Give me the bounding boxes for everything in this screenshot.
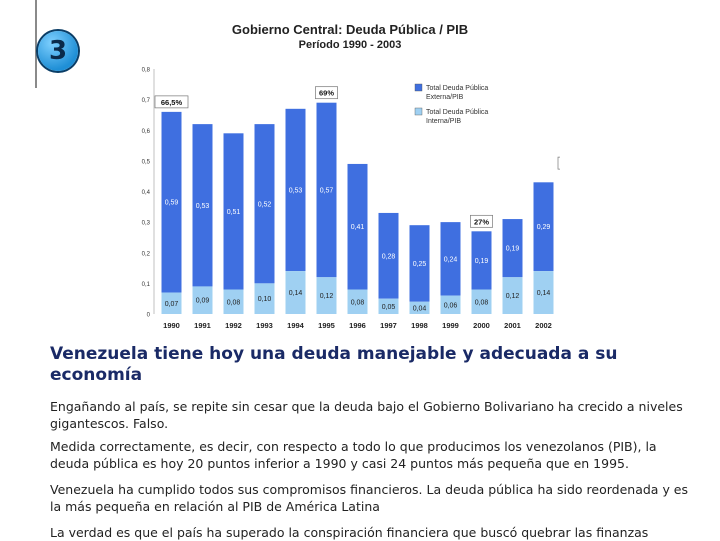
x-tick-label: 2000 [473, 321, 490, 330]
bar-internal [502, 277, 523, 314]
bar-internal [533, 271, 554, 314]
bar-internal [285, 271, 306, 314]
callout-box [154, 95, 189, 109]
bar-external [316, 102, 337, 278]
bar-label-external: 0,25 [413, 261, 427, 268]
bar-label-external: 0,59 [165, 200, 179, 207]
bar-internal [223, 289, 244, 314]
bar-label-external: 0,19 [475, 258, 489, 265]
bar-label-internal: 0,12 [320, 293, 334, 300]
y-tick-label: 0,6 [142, 129, 151, 135]
bar-external [440, 222, 461, 296]
bar-external [192, 124, 213, 287]
bar-label-external: 0,51 [227, 209, 241, 216]
y-tick-label: 0 [147, 313, 151, 319]
debt-chart: 0 0,1 0,2 0,3 0,4 0,5 0,6 0,7 0,8 0,07 0,59 1990 0,0… [142, 68, 560, 330]
callout-box [557, 156, 560, 170]
paragraph-1: Engañando al país, se repite sin cesar q… [50, 399, 683, 431]
bar-label-external: 0,52 [258, 201, 272, 208]
chart-subtitle: Período 1990 - 2003 [298, 39, 402, 51]
bar-external [347, 163, 368, 290]
bar-internal [471, 289, 492, 314]
divider-line [35, 0, 37, 88]
headline: Venezuela tiene hoy una deuda manejable … [50, 344, 618, 385]
bar-external [223, 133, 244, 290]
bar-label-internal: 0,12 [506, 293, 520, 300]
callout-box [315, 86, 338, 100]
bar-external [471, 231, 492, 290]
bar-external [409, 225, 430, 302]
bar-external [254, 124, 275, 284]
slide-number: 3 [48, 36, 68, 66]
y-tick-label: 0,7 [142, 98, 151, 104]
x-tick-label: 1998 [411, 321, 428, 330]
x-tick-label: 1997 [380, 321, 397, 330]
bar-label-external: 0,19 [506, 246, 520, 253]
x-tick-label: 1995 [318, 321, 335, 330]
bar-internal [409, 301, 430, 314]
x-tick-label: 1996 [349, 321, 366, 330]
bar-label-internal: 0,08 [227, 299, 241, 306]
bar-internal [440, 295, 461, 314]
bar-label-internal: 0,14 [289, 290, 303, 297]
x-tick-label: 1994 [287, 321, 305, 330]
bar-label-external: 0,53 [196, 203, 210, 210]
y-tick-label: 0,1 [142, 282, 151, 288]
bar-internal [378, 298, 399, 314]
x-tick-label: 2001 [504, 321, 521, 330]
bar-label-internal: 0,10 [258, 296, 272, 303]
x-tick-label: 1990 [163, 321, 180, 330]
bar-label-internal: 0,05 [382, 304, 396, 311]
bar-internal [161, 292, 182, 314]
bar-label-external: 0,28 [382, 253, 396, 260]
y-tick-label: 0,8 [142, 68, 151, 74]
x-tick-label: 2002 [535, 321, 552, 330]
bar-external [502, 219, 523, 278]
bar-label-external: 0,41 [351, 224, 365, 231]
bar-label-internal: 0,06 [444, 302, 458, 309]
x-tick-label: 1991 [194, 321, 211, 330]
bar-label-external: 0,53 [289, 187, 303, 194]
paragraph-2: Medida correctamente, es decir, con resp… [50, 439, 657, 471]
callout-label: 27% [474, 217, 489, 226]
legend-label: Total Deuda Pública Interna/PIB [426, 109, 488, 125]
bar-internal [192, 286, 213, 314]
callout-label: 66,5% [161, 98, 183, 107]
paragraph-3: Venezuela ha cumplido todos sus compromi… [50, 482, 689, 514]
callout-box [470, 214, 493, 228]
bar-internal [316, 277, 337, 314]
bar-external [161, 111, 182, 293]
legend-swatch [414, 83, 423, 92]
bar-label-internal: 0,08 [351, 299, 365, 306]
bar-label-internal: 0,09 [196, 298, 210, 305]
x-tick-label: 1993 [256, 321, 273, 330]
bar-label-internal: 0,04 [413, 305, 427, 312]
bar-label-internal: 0,14 [537, 290, 551, 297]
bar-internal [347, 289, 368, 314]
bar-label-internal: 0,08 [475, 299, 489, 306]
bar-label-external: 0,57 [320, 187, 334, 194]
y-tick-label: 0,5 [142, 159, 151, 165]
slide-number-badge: 3 [38, 31, 78, 71]
bar-label-external: 0,29 [537, 224, 551, 231]
bar-external [378, 212, 399, 299]
bar-external [285, 108, 306, 272]
bar-internal [254, 283, 275, 314]
y-tick-label: 0,3 [142, 221, 151, 227]
x-tick-label: 1999 [442, 321, 459, 330]
bar-label-internal: 0,07 [165, 301, 179, 308]
y-tick-label: 0,2 [142, 251, 151, 257]
legend-swatch [414, 107, 423, 116]
bar-label-external: 0,24 [444, 256, 458, 263]
chart-title: Gobierno Central: Deuda Pública / PIB [231, 22, 469, 37]
y-tick-label: 0,4 [142, 190, 151, 196]
paragraph-4: La verdad es que el país ha superado la … [50, 525, 649, 540]
legend-label: Total Deuda Pública Externa/PIB [426, 85, 488, 101]
callout-label: 69% [319, 89, 334, 98]
x-tick-label: 1992 [225, 321, 242, 330]
bar-external [533, 182, 554, 272]
